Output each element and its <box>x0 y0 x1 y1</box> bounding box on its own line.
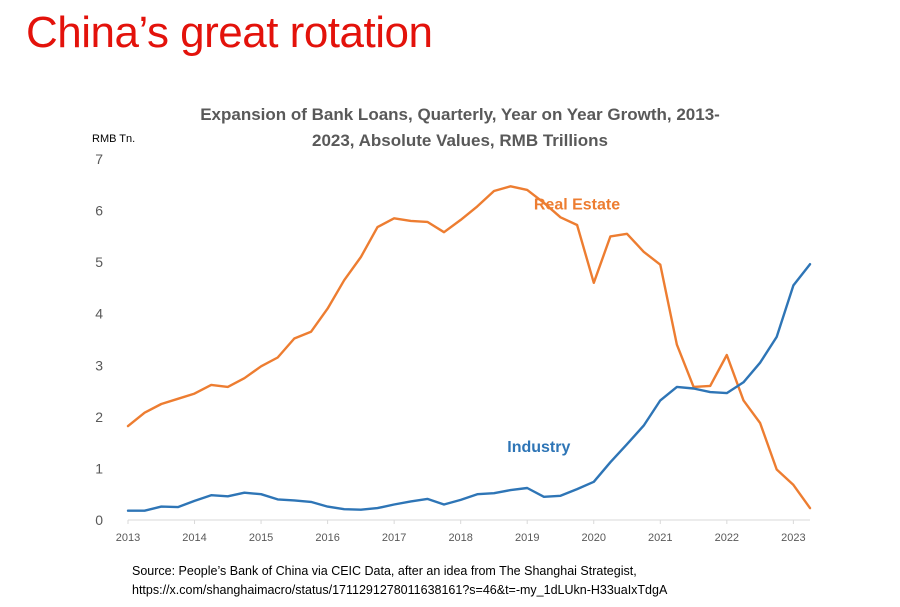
x-tick-label: 2020 <box>582 532 606 544</box>
y-tick-label: 7 <box>95 151 103 167</box>
y-tick-label: 1 <box>95 460 103 476</box>
x-tick-label: 2021 <box>648 532 672 544</box>
source-line-1: Source: People’s Bank of China via CEIC … <box>132 564 637 578</box>
series-line-real-estate <box>126 185 812 510</box>
source-note: Source: People’s Bank of China via CEIC … <box>132 562 667 600</box>
y-axis-unit-label: RMB Tn. <box>92 133 136 145</box>
slide-title: China’s great rotation <box>26 8 433 57</box>
x-tick-label: 2014 <box>182 532 206 544</box>
series-annotation: Industry <box>507 439 570 456</box>
y-tick-label: 0 <box>95 512 103 528</box>
x-tick-label: 2023 <box>781 532 805 544</box>
x-tick-label: 2013 <box>116 532 140 544</box>
series-line-industry <box>126 263 812 512</box>
series-lines <box>126 185 812 512</box>
axes: 0 1 2 3 4 5 6 7 2013 2014 2015 2016 2017 2018 2019 2020… <box>95 151 810 544</box>
x-tick-label: 2015 <box>249 532 273 544</box>
chart-title-line-1: Expansion of Bank Loans, Quarterly, Year… <box>200 105 720 124</box>
x-tick-label: 2018 <box>448 532 472 544</box>
y-tick-label: 5 <box>95 254 103 270</box>
y-tick-label: 2 <box>95 409 103 425</box>
x-tick-label: 2016 <box>315 532 339 544</box>
chart-title: Expansion of Bank Loans, Quarterly, Year… <box>160 102 760 154</box>
series-annotations: Real Estate Industry <box>507 197 620 456</box>
chart-title-line-2: 2023, Absolute Values, RMB Trillions <box>311 131 608 150</box>
x-tick-label: 2017 <box>382 532 406 544</box>
series-annotation: Real Estate <box>534 197 620 214</box>
x-tick-label: 2019 <box>515 532 539 544</box>
y-tick-label: 3 <box>95 357 103 373</box>
y-tick-label: 6 <box>95 203 103 219</box>
source-line-2: https://x.com/shanghaimacro/status/17112… <box>132 583 668 597</box>
y-tick-label: 4 <box>95 306 103 322</box>
x-tick-label: 2022 <box>715 532 739 544</box>
